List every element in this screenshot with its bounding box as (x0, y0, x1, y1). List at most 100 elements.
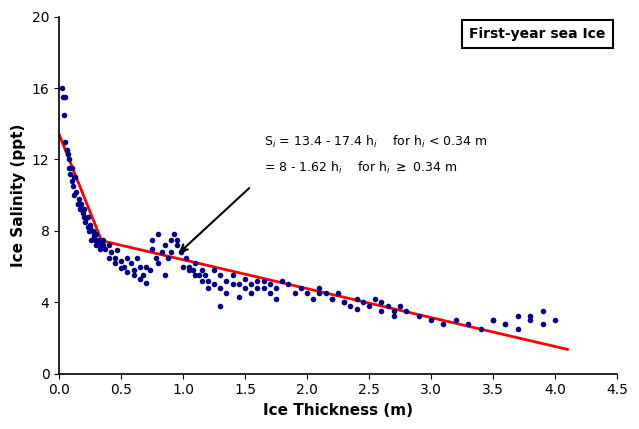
Point (240, 284, 250, 291)
Point (537, 308, 548, 314)
Point (118, 263, 128, 270)
Point (132, 254, 142, 261)
Point (252, 284, 263, 291)
Point (58, 94, 68, 100)
Point (184, 263, 194, 270)
Point (110, 260, 120, 266)
Point (259, 284, 269, 291)
Point (488, 317, 498, 323)
Point (376, 308, 387, 314)
Point (339, 299, 350, 305)
Point (252, 278, 263, 284)
Point (97, 242, 107, 248)
Point (64, 165, 74, 172)
Point (488, 317, 498, 323)
Point (60, 94, 70, 100)
Point (95, 245, 105, 252)
Point (370, 295, 380, 302)
Point (308, 295, 318, 302)
Point (151, 254, 161, 261)
Point (85, 222, 95, 229)
Point (215, 284, 226, 291)
Point (135, 275, 145, 282)
Point (86, 236, 96, 243)
Point (321, 290, 331, 297)
Point (358, 299, 368, 305)
Text: First-year sea Ice: First-year sea Ice (470, 27, 606, 41)
Point (153, 231, 164, 238)
Point (90, 236, 100, 243)
Point (246, 281, 256, 288)
Y-axis label: Ice Salinity (ppt): Ice Salinity (ppt) (11, 124, 26, 267)
Point (75, 206, 86, 213)
Text: S$_i$ = 13.4 - 17.4 h$_i$    for h$_i$ < 0.34 m: S$_i$ = 13.4 - 17.4 h$_i$ for h$_i$ < 0.… (264, 133, 487, 150)
Point (166, 236, 176, 243)
Point (68, 183, 78, 190)
Point (512, 313, 523, 320)
Point (277, 278, 288, 284)
Point (95, 242, 105, 248)
Point (215, 302, 226, 309)
Point (339, 299, 350, 305)
Point (327, 295, 337, 302)
Point (413, 313, 424, 320)
Point (122, 254, 132, 261)
Point (364, 302, 374, 309)
Point (84, 227, 94, 234)
Point (97, 236, 107, 243)
Point (389, 308, 399, 314)
Point (159, 242, 169, 248)
Point (66, 178, 77, 184)
Point (265, 281, 275, 288)
Point (73, 201, 83, 208)
Point (265, 290, 275, 297)
Point (512, 326, 523, 332)
Point (438, 320, 449, 327)
Point (64, 156, 74, 163)
Point (169, 231, 180, 238)
Point (116, 265, 127, 272)
Point (395, 302, 405, 309)
Point (147, 236, 157, 243)
Point (221, 290, 231, 297)
Point (91, 231, 102, 238)
Point (200, 272, 210, 279)
Point (85, 224, 95, 231)
Point (450, 317, 461, 323)
Point (500, 320, 511, 327)
Point (93, 236, 103, 243)
Point (141, 263, 151, 270)
Point (116, 258, 127, 265)
Point (166, 249, 176, 256)
Point (525, 317, 535, 323)
Point (147, 245, 157, 252)
Point (203, 278, 213, 284)
Point (77, 209, 88, 216)
Point (153, 260, 164, 266)
Point (59, 112, 69, 118)
Point (259, 278, 269, 284)
Point (209, 267, 219, 274)
Point (178, 263, 189, 270)
Point (190, 260, 201, 266)
Point (70, 174, 81, 181)
Point (100, 245, 110, 252)
Point (60, 138, 70, 145)
Point (227, 281, 238, 288)
Point (157, 249, 167, 256)
Point (73, 201, 83, 208)
Point (144, 267, 155, 274)
Point (203, 284, 213, 291)
Point (246, 290, 256, 297)
Point (80, 218, 90, 225)
Point (74, 195, 84, 202)
Point (122, 269, 132, 275)
Point (69, 192, 79, 199)
Point (66, 165, 77, 172)
Point (138, 272, 148, 279)
Point (475, 326, 486, 332)
Point (190, 272, 201, 279)
Point (283, 281, 293, 288)
Point (128, 272, 139, 279)
Point (172, 236, 182, 243)
